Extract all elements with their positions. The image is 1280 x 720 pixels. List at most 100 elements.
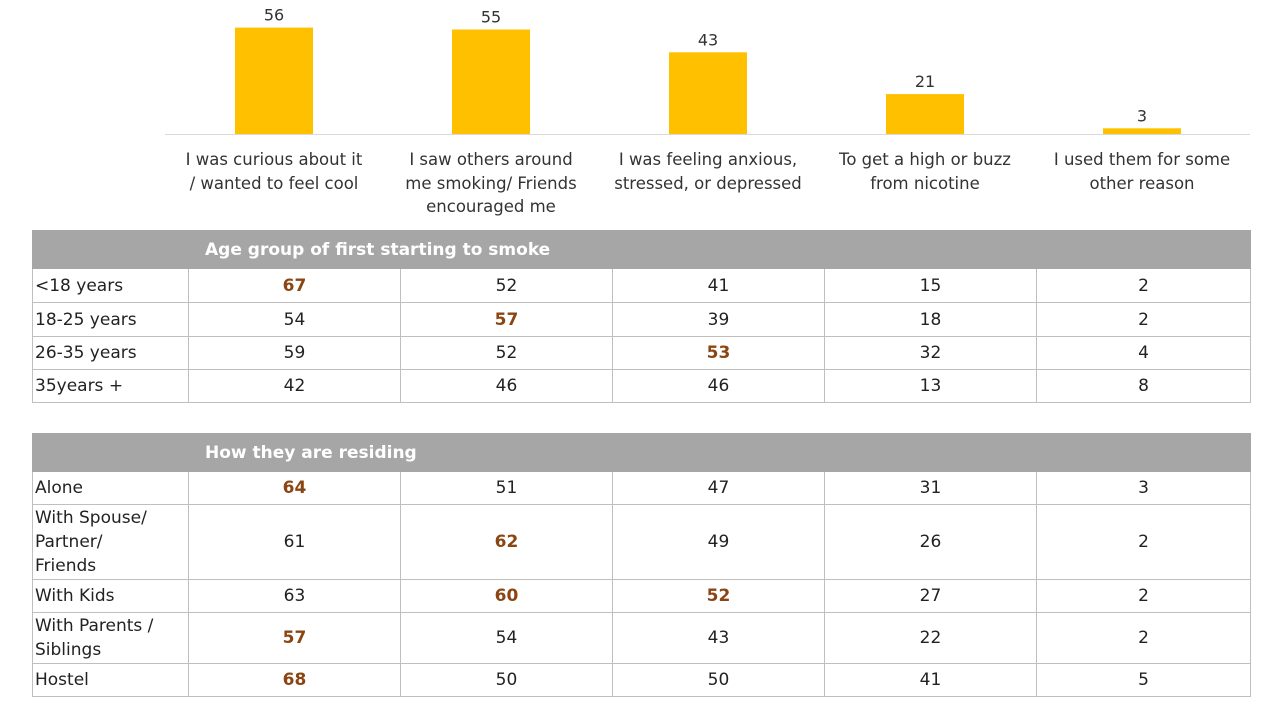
bar-4 <box>1103 128 1181 134</box>
category-label-4: I used them for some other reason <box>1034 148 1250 195</box>
row-label: With Parents / Siblings <box>32 612 189 664</box>
bar-2 <box>669 52 747 134</box>
table-cell: 26 <box>824 504 1037 580</box>
table-cell: 2 <box>1035 612 1252 664</box>
table-cell: 3 <box>1035 471 1252 505</box>
table-cell: 61 <box>188 504 401 580</box>
table-cell: 46 <box>400 369 613 403</box>
age-group-table: Age group of first starting to smoke <18 … <box>31 230 1252 403</box>
table-row: 18-25 years 54 57 39 18 2 <box>32 302 1252 337</box>
category-label-line: encouraged me <box>426 197 556 216</box>
row-label: 18-25 years <box>32 302 189 337</box>
table-cell: 54 <box>188 302 401 337</box>
row-label-line: <18 years <box>35 275 124 296</box>
table-row: Alone 64 51 47 31 3 <box>32 471 1252 505</box>
table-cell: 15 <box>824 268 1037 303</box>
row-label: Hostel <box>32 663 189 697</box>
row-label-line: With Spouse/ <box>35 508 147 528</box>
row-label: With Kids <box>32 579 189 613</box>
row-label-line: Hostel <box>35 670 89 690</box>
bar-3 <box>886 94 964 134</box>
table-header-row: How they are residing <box>31 433 1252 472</box>
table-cell: 57 <box>400 302 613 337</box>
row-label: Alone <box>32 471 189 505</box>
table-cell: 42 <box>188 369 401 403</box>
table-cell: 59 <box>188 336 401 370</box>
data-label-4: 3 <box>1137 106 1147 125</box>
table-header: Age group of first starting to smoke <box>31 230 1252 269</box>
table-cell: 64 <box>188 471 401 505</box>
row-label-line: With Parents / <box>35 616 154 636</box>
table-cell: 41 <box>824 663 1037 697</box>
row-label-line: Siblings <box>35 640 102 660</box>
table-cell: 46 <box>612 369 825 403</box>
category-label-line: I saw others around <box>409 150 573 169</box>
bar-1 <box>452 29 530 134</box>
category-label-3: To get a high or buzz from nicotine <box>817 148 1033 195</box>
table-cell: 52 <box>400 336 613 370</box>
table-row: 35years +42 46 46 13 8 <box>32 369 1252 403</box>
row-label-line: Friends <box>35 556 97 576</box>
table-cell: 2 <box>1035 268 1252 303</box>
category-label-2: I was feeling anxious, stressed, or depre… <box>600 148 816 195</box>
table-cell: 2 <box>1035 302 1252 337</box>
table-row: With Spouse/Partner/Friends 61 62 49 26 2 <box>32 504 1252 580</box>
category-label-line: me smoking/ Friends <box>405 173 577 193</box>
data-label-0: 56 <box>264 6 284 25</box>
table-cell: 54 <box>400 612 613 664</box>
table-cell: 49 <box>612 504 825 580</box>
table-cell: 18 <box>824 302 1037 337</box>
row-label: 35years + <box>32 369 189 403</box>
table-cell: 60 <box>400 579 613 613</box>
data-label-1: 55 <box>481 8 501 27</box>
table-header-row: Age group of first starting to smoke <box>31 230 1252 269</box>
table-cell: 57 <box>188 612 401 664</box>
table-cell: 39 <box>612 302 825 337</box>
table-cell: 22 <box>824 612 1037 664</box>
row-label-line: Alone <box>35 478 83 498</box>
bar-0 <box>235 27 313 135</box>
row-label: With Spouse/Partner/Friends <box>32 504 189 580</box>
row-label: <18 years <box>32 268 189 303</box>
table-cell: 5 <box>1035 663 1252 697</box>
table-cell: 68 <box>188 663 401 697</box>
category-label-line: I used them for some <box>1053 150 1231 169</box>
category-label-line: from nicotine <box>870 173 980 193</box>
table-row: Hostel 68 50 50 41 5 <box>32 663 1252 697</box>
table-cell: 2 <box>1035 504 1252 580</box>
table-cell: 32 <box>824 336 1037 370</box>
table-cell: 43 <box>612 612 825 664</box>
table-cell: 4 <box>1035 336 1252 370</box>
table-cell: 27 <box>824 579 1037 613</box>
row-label-line: With Kids <box>35 586 115 606</box>
residence-table: How they are residing Alone 64 51 47 31 3 With … <box>31 433 1252 697</box>
category-label-1: I saw others around me smoking/ Friends en… <box>383 148 599 219</box>
table-cell: 50 <box>612 663 825 697</box>
row-label-line: 26-35 years <box>35 343 137 363</box>
data-label-2: 43 <box>698 30 718 49</box>
table-row: <18 years 67 52 41 15 2 <box>32 268 1252 303</box>
category-label-line: / wanted to feel cool <box>189 173 359 193</box>
table-cell: 47 <box>612 471 825 505</box>
table-cell: 31 <box>824 471 1037 505</box>
category-label-line: I was feeling anxious, <box>618 150 798 169</box>
row-label-line: 18-25 years <box>35 309 137 330</box>
data-label-3: 21 <box>915 72 935 91</box>
table-cell: 13 <box>824 369 1037 403</box>
table-cell: 2 <box>1035 579 1252 613</box>
category-label-0: I was curious about it / wanted to feel c… <box>166 148 382 195</box>
table-row: 26-35 years 59 52 53 32 4 <box>32 336 1252 370</box>
table-row: With Parents / Siblings 57 54 43 22 2 <box>32 612 1252 664</box>
table-cell: 41 <box>612 268 825 303</box>
table-cell: 8 <box>1035 369 1252 403</box>
table-cell: 62 <box>400 504 613 580</box>
table-row: With Kids 63 60 52 27 2 <box>32 579 1252 613</box>
row-label: 26-35 years <box>32 336 189 370</box>
category-label-line: other reason <box>1089 173 1195 193</box>
table-cell: 67 <box>188 268 401 303</box>
row-label-line: 35years + <box>35 376 124 396</box>
category-label-line: I was curious about it <box>185 150 363 169</box>
category-label-line: stressed, or depressed <box>614 173 802 193</box>
bar-chart: 56 55 43 21 3 <box>165 6 1250 135</box>
table-cell: 51 <box>400 471 613 505</box>
